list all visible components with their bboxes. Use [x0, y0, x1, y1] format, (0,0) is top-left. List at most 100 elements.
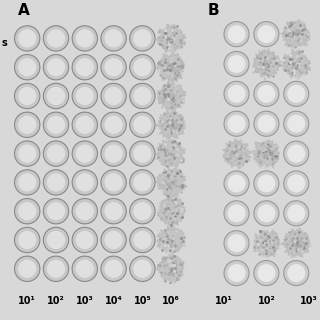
Circle shape [224, 260, 249, 286]
Circle shape [72, 256, 98, 282]
Circle shape [47, 87, 65, 105]
Circle shape [101, 26, 126, 51]
Circle shape [228, 115, 245, 133]
Circle shape [72, 227, 98, 253]
Circle shape [76, 260, 94, 278]
Circle shape [43, 83, 69, 109]
Circle shape [101, 256, 126, 282]
Circle shape [224, 81, 249, 107]
Circle shape [104, 260, 123, 278]
Circle shape [133, 260, 152, 278]
Circle shape [257, 25, 276, 43]
Polygon shape [156, 53, 185, 82]
Circle shape [101, 198, 126, 224]
Circle shape [43, 198, 69, 224]
Circle shape [133, 87, 152, 105]
Text: 10¹: 10¹ [215, 296, 233, 306]
Polygon shape [156, 168, 186, 199]
Polygon shape [157, 197, 187, 227]
Circle shape [284, 111, 309, 136]
Circle shape [130, 227, 155, 253]
Circle shape [76, 87, 94, 105]
Circle shape [43, 170, 69, 195]
Circle shape [18, 29, 36, 48]
Circle shape [14, 83, 40, 109]
Circle shape [72, 141, 98, 166]
Circle shape [43, 256, 69, 282]
Circle shape [133, 173, 152, 192]
Circle shape [284, 81, 309, 107]
Circle shape [101, 141, 126, 166]
Circle shape [284, 201, 309, 226]
Circle shape [133, 58, 152, 76]
Circle shape [14, 227, 40, 253]
Text: 10⁴: 10⁴ [105, 296, 123, 306]
Circle shape [228, 174, 245, 193]
Text: 10²: 10² [258, 296, 275, 306]
Polygon shape [223, 138, 252, 169]
Circle shape [130, 112, 155, 138]
Circle shape [130, 26, 155, 51]
Circle shape [133, 231, 152, 249]
Circle shape [101, 54, 126, 80]
Circle shape [133, 29, 152, 48]
Text: 10⁵: 10⁵ [133, 296, 151, 306]
Circle shape [14, 256, 40, 282]
Circle shape [257, 174, 276, 193]
Circle shape [18, 58, 36, 76]
Circle shape [76, 116, 94, 134]
Text: 10³: 10³ [76, 296, 94, 306]
Circle shape [101, 112, 126, 138]
Text: B: B [208, 3, 220, 18]
Circle shape [254, 111, 279, 136]
Circle shape [43, 227, 69, 253]
Circle shape [47, 173, 65, 192]
Polygon shape [157, 23, 186, 54]
Circle shape [104, 144, 123, 163]
Circle shape [76, 173, 94, 192]
Circle shape [47, 260, 65, 278]
Circle shape [224, 21, 249, 47]
Circle shape [101, 227, 126, 253]
Circle shape [18, 116, 36, 134]
Circle shape [72, 198, 98, 224]
Circle shape [104, 87, 123, 105]
Circle shape [228, 25, 245, 43]
Circle shape [224, 171, 249, 196]
Polygon shape [281, 228, 310, 258]
Circle shape [76, 58, 94, 76]
Circle shape [224, 52, 249, 76]
Circle shape [130, 141, 155, 166]
Circle shape [130, 256, 155, 282]
Circle shape [254, 260, 279, 286]
Circle shape [228, 204, 245, 222]
Circle shape [47, 202, 65, 220]
Circle shape [76, 202, 94, 220]
Circle shape [254, 21, 279, 47]
Polygon shape [282, 49, 311, 79]
Circle shape [47, 231, 65, 249]
Circle shape [76, 29, 94, 48]
Text: 10²: 10² [47, 296, 65, 306]
Circle shape [18, 260, 36, 278]
Circle shape [224, 111, 249, 136]
Circle shape [104, 58, 123, 76]
Circle shape [104, 116, 123, 134]
Circle shape [287, 264, 305, 282]
Circle shape [104, 29, 123, 48]
Circle shape [287, 85, 305, 103]
Polygon shape [281, 20, 309, 48]
Circle shape [257, 85, 276, 103]
Circle shape [43, 112, 69, 138]
Polygon shape [157, 80, 187, 110]
Circle shape [18, 202, 36, 220]
Circle shape [257, 204, 276, 222]
Circle shape [133, 116, 152, 134]
Circle shape [130, 198, 155, 224]
Circle shape [14, 141, 40, 166]
Circle shape [104, 202, 123, 220]
Circle shape [224, 201, 249, 226]
Circle shape [228, 55, 245, 73]
Circle shape [14, 26, 40, 51]
Circle shape [287, 115, 305, 133]
